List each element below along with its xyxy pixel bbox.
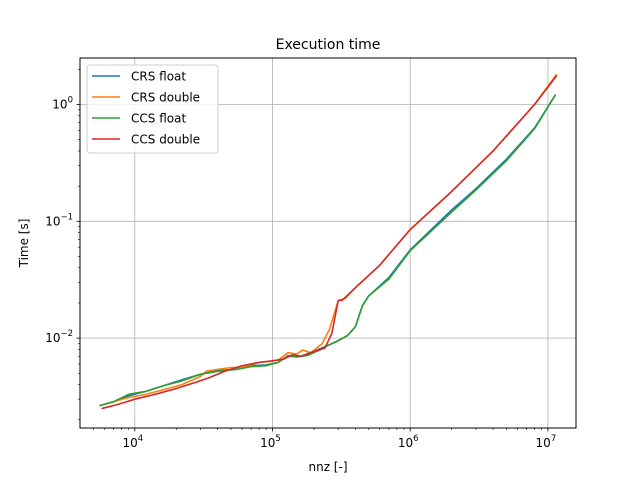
x-tick-label: 106 xyxy=(398,434,419,450)
chart-title: Execution time xyxy=(276,37,381,53)
x-tick-label: 104 xyxy=(122,434,143,450)
y-tick-label: 10−1 xyxy=(45,212,73,228)
legend-box xyxy=(86,64,219,154)
axis-ticks: 104 105 106 107 10−2 10−1 100 xyxy=(45,69,556,450)
legend-label-crs-double: CRS double xyxy=(131,91,200,105)
series-line-ccs-float xyxy=(99,94,557,407)
legend-label-crs-float: CRS float xyxy=(131,70,186,84)
y-axis-label: Time [s] xyxy=(17,219,31,269)
x-axis-label: nnz [-] xyxy=(308,460,347,474)
x-tick-label: 107 xyxy=(536,434,557,450)
plot-frame xyxy=(79,57,577,429)
y-tick-label: 10−2 xyxy=(45,329,73,345)
legend: CRS float CRS double CCS float CCS double xyxy=(86,64,219,154)
x-tick-label: 105 xyxy=(260,434,281,450)
plot-series xyxy=(99,73,558,410)
series-line-ccs-double xyxy=(101,75,558,410)
legend-label-ccs-double: CCS double xyxy=(131,133,200,147)
y-tick-label: 100 xyxy=(52,95,73,111)
legend-label-ccs-float: CCS float xyxy=(131,112,186,126)
